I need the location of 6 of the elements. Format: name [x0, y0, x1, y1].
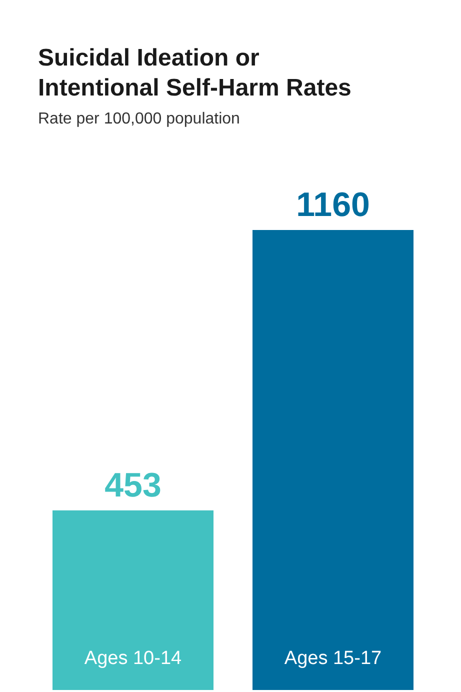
x-tick-label: Ages 10-14	[84, 648, 182, 669]
x-tick-label: Ages 15-17	[284, 648, 382, 669]
chart-title: Suicidal Ideation or Intentional Self-Harm Rates	[38, 44, 352, 102]
data-label: 1160	[296, 186, 370, 224]
data-label: 453	[104, 466, 162, 504]
chart-subtitle: Rate per 100,000 population	[38, 110, 240, 128]
